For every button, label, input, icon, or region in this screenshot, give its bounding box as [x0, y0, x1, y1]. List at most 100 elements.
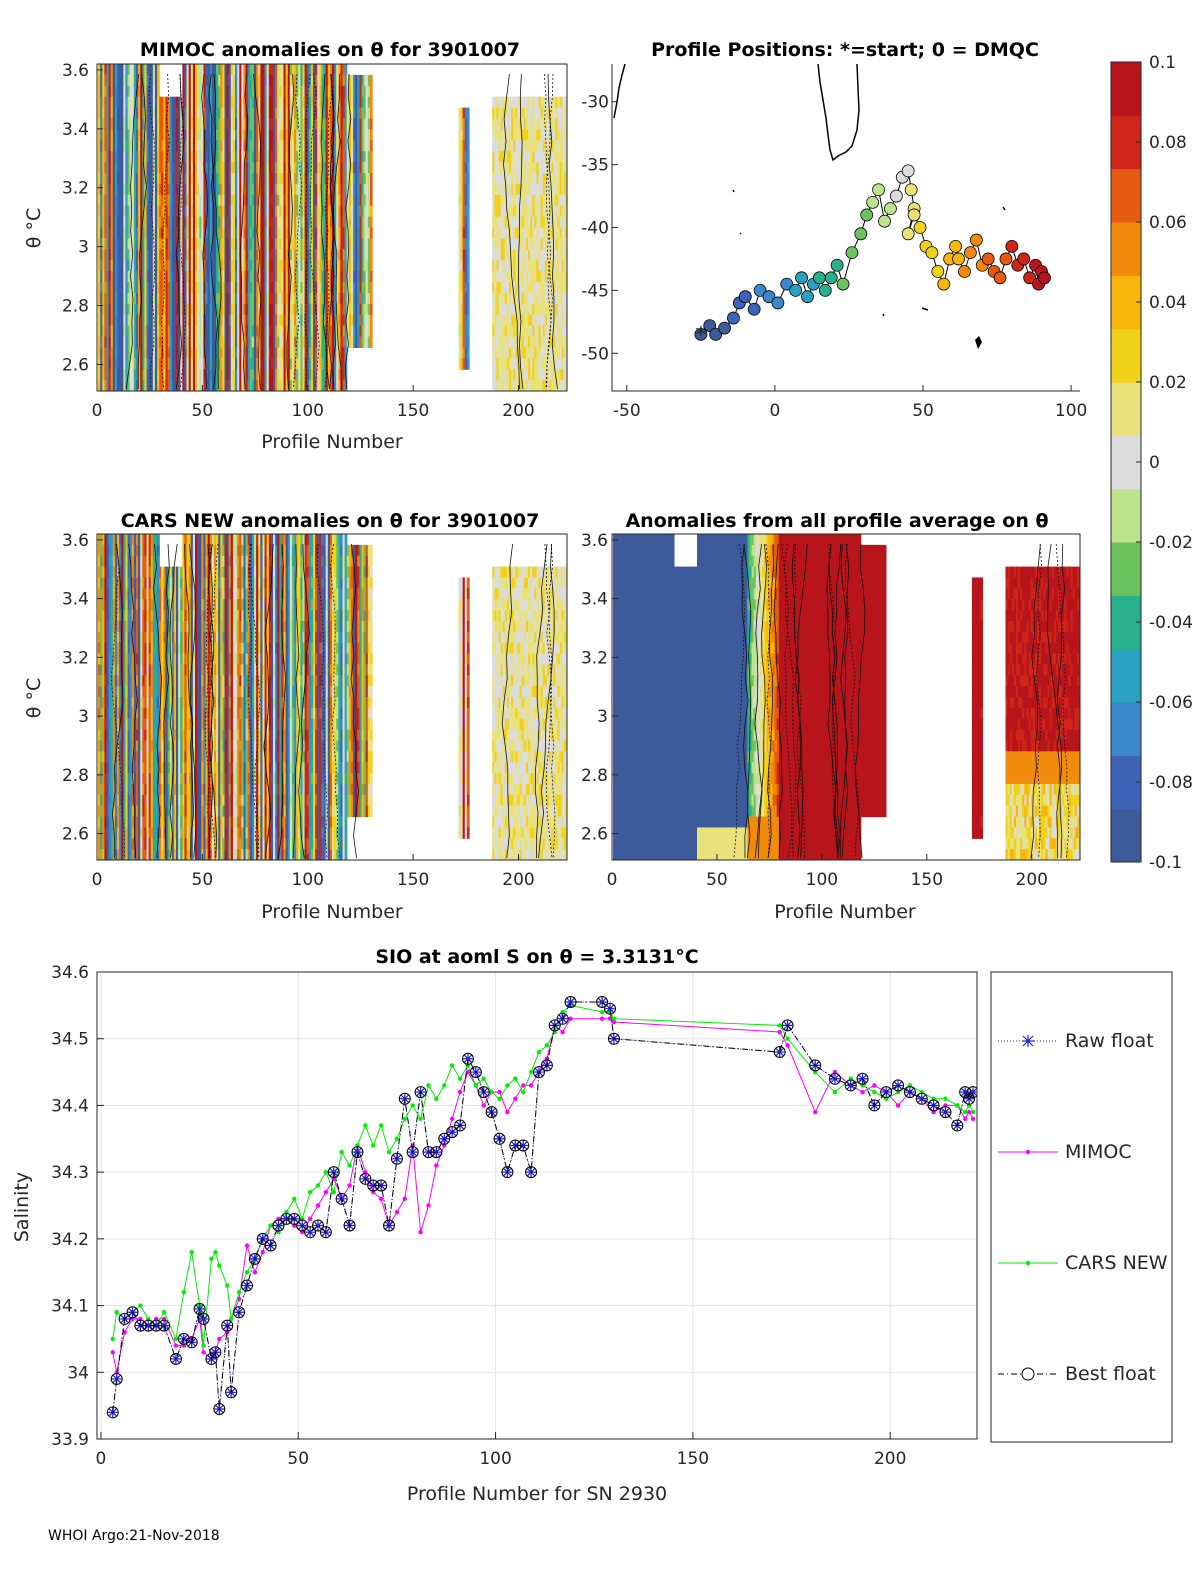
heatmap-cell [144, 347, 148, 359]
heatmap-cell [565, 173, 567, 185]
heatmap-cell [188, 249, 192, 261]
heatmap-cell [357, 107, 360, 120]
heatmap-cell [277, 325, 280, 338]
heatmap-cell [228, 118, 232, 130]
heatmap-cell [321, 249, 325, 261]
heatmap-cell [142, 336, 146, 348]
heatmap-cell [283, 194, 287, 207]
heatmap-cell [127, 238, 131, 250]
heatmap-cell [321, 292, 325, 305]
heatmap-cell [561, 380, 565, 391]
heatmap-cell [466, 227, 470, 239]
heatmap-cell [249, 74, 253, 87]
heatmap-cell [296, 85, 299, 98]
heatmap-cell [458, 140, 462, 152]
heatmap-cell [359, 74, 363, 87]
heatmap-cell [237, 325, 240, 338]
heatmap-cell [264, 85, 268, 98]
heatmap-cell [188, 173, 192, 185]
heatmap-cell [264, 260, 268, 272]
heatmap-cell [302, 140, 306, 152]
heatmap-cell [165, 347, 169, 359]
heatmap-cell [258, 74, 261, 87]
heatmap-cell [100, 303, 103, 316]
heatmap-cell [163, 162, 167, 174]
heatmap-cell [117, 85, 120, 98]
heatmap-cell [342, 325, 346, 338]
heatmap-cell [511, 260, 514, 272]
heatmap-cell [513, 129, 516, 141]
heatmap-cell [262, 227, 266, 239]
heatmap-cell [542, 325, 546, 338]
heatmap-cell [237, 227, 240, 239]
heatmap-cell [291, 347, 295, 359]
heatmap-cell [106, 107, 110, 120]
heatmap-cell [502, 282, 506, 294]
heatmap-cell [525, 216, 529, 229]
heatmap-cell [138, 85, 141, 98]
heatmap-cell [205, 314, 209, 327]
heatmap-cell [540, 380, 544, 391]
heatmap-cell [100, 314, 103, 327]
heatmap-cell [218, 292, 221, 305]
heatmap-cell [131, 216, 135, 229]
heatmap-cell [190, 205, 194, 218]
heatmap-cell [123, 107, 127, 120]
heatmap-cell [300, 282, 304, 294]
heatmap-cell [553, 271, 557, 283]
heatmap-cell [513, 205, 516, 218]
heatmap-cell [117, 380, 120, 391]
heatmap-cell [367, 271, 371, 283]
heatmap-cell [251, 358, 255, 370]
heatmap-cell [144, 271, 148, 283]
heatmap-cell [350, 140, 354, 152]
heatmap-cell [346, 173, 350, 185]
heatmap-cell [296, 74, 299, 87]
heatmap-cell [119, 292, 122, 305]
heatmap-cell [131, 173, 135, 185]
heatmap-cell [123, 249, 127, 261]
heatmap-cell [110, 85, 114, 98]
heatmap-cell [327, 173, 331, 185]
heatmap-cell [100, 249, 103, 261]
heatmap-cell [304, 238, 308, 250]
heatmap-cell [159, 151, 162, 163]
heatmap-cell [178, 347, 181, 359]
heatmap-cell [355, 107, 358, 120]
heatmap-cell [110, 74, 114, 87]
heatmap-cell [119, 194, 122, 207]
heatmap-cell [133, 292, 137, 305]
heatmap-cell [110, 358, 114, 370]
heatmap-cell [104, 325, 108, 338]
heatmap-cell [287, 194, 291, 207]
heatmap-cell [496, 249, 500, 261]
heatmap-cell [192, 205, 196, 218]
profile-position [727, 311, 740, 325]
heatmap-cell [266, 238, 270, 250]
heatmap-cell [228, 194, 232, 207]
heatmap-cell [365, 205, 369, 218]
heatmap-cell [199, 129, 202, 141]
heatmap-cell [186, 292, 190, 305]
heatmap-cell [513, 151, 516, 163]
heatmap-cell [513, 194, 516, 207]
heatmap-cell [171, 205, 175, 218]
heatmap-cell [163, 303, 167, 316]
heatmap-cell [521, 336, 525, 348]
heatmap-cell [534, 282, 538, 294]
heatmap-cell [226, 292, 230, 305]
heatmap-cell [226, 303, 230, 316]
heatmap-cell [226, 162, 230, 174]
heatmap-cell [517, 129, 521, 141]
heatmap-cell [517, 96, 521, 109]
heatmap-cell [348, 238, 352, 250]
heatmap-cell [135, 325, 139, 338]
heatmap-cell [159, 282, 162, 294]
heatmap-cell [195, 194, 198, 207]
heatmap-cell [216, 173, 219, 185]
heatmap-cell [296, 140, 299, 152]
profile-position [872, 183, 885, 197]
heatmap-cell [530, 282, 533, 294]
heatmap-cell [323, 173, 327, 185]
heatmap-cell [262, 107, 266, 120]
